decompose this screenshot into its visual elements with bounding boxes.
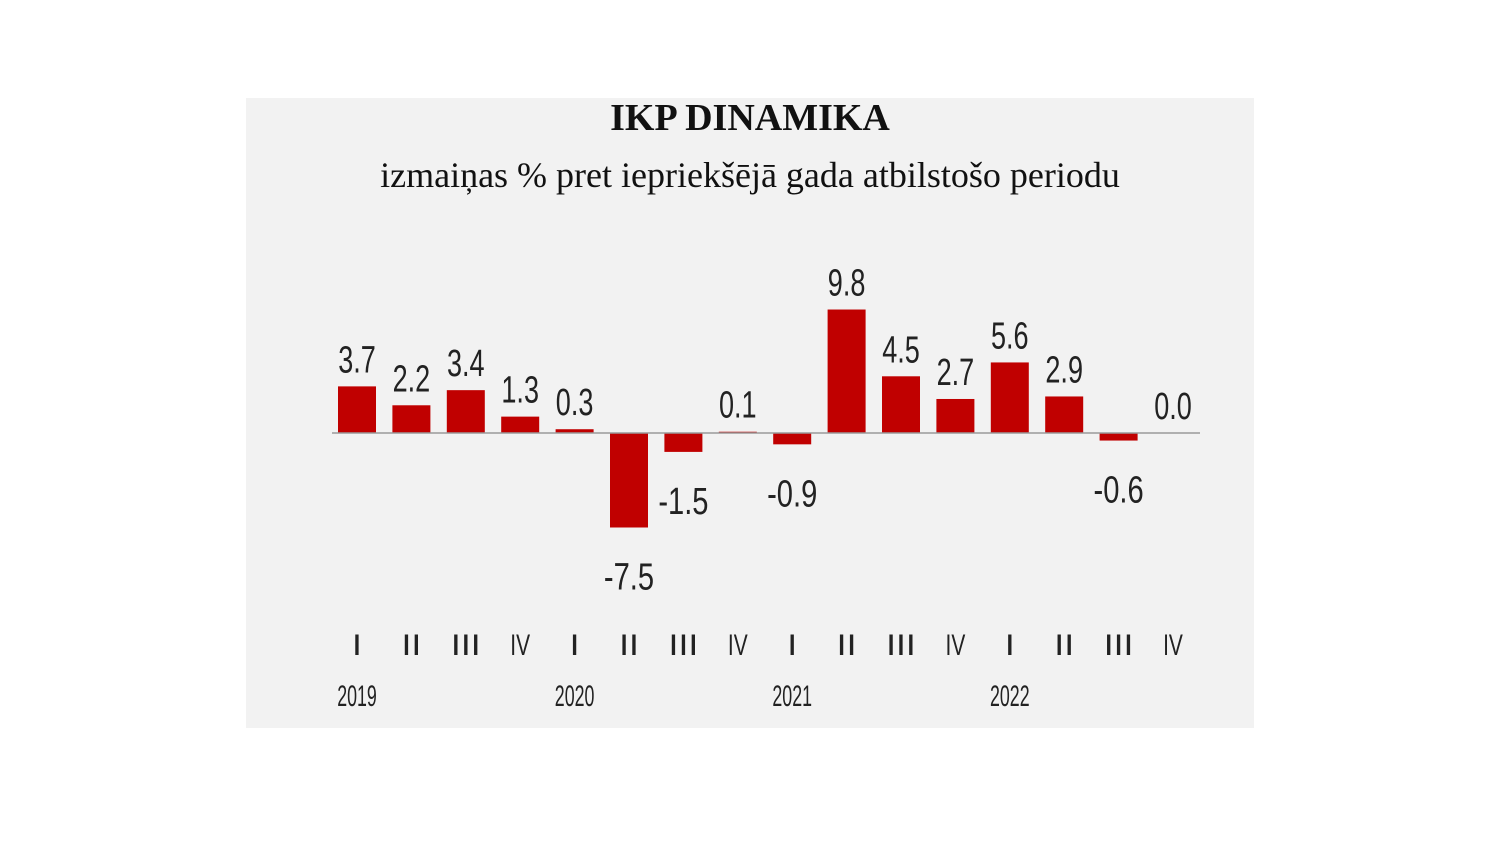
bar	[392, 405, 431, 433]
quarter-tick-label: III	[1104, 629, 1134, 662]
bar	[501, 416, 540, 433]
quarter-tick-label: I	[570, 629, 580, 662]
quarter-tick-label: II	[837, 629, 857, 662]
bar	[936, 398, 975, 433]
bar	[338, 386, 376, 433]
value-label: 3.7	[338, 339, 376, 381]
value-label: -0.9	[767, 473, 817, 515]
quarter-tick-label: IV	[946, 629, 966, 662]
quarter-tick-label: II	[1054, 629, 1074, 662]
bar	[664, 433, 703, 452]
quarter-tick-label: I	[1005, 629, 1015, 662]
quarter-tick-label: IV	[1163, 629, 1183, 662]
value-label: 0.3	[556, 382, 594, 424]
bar	[827, 309, 866, 433]
quarter-tick-label: I	[787, 629, 797, 662]
bar	[1045, 396, 1084, 433]
year-label: 2021	[772, 680, 812, 713]
value-label: 3.4	[447, 343, 485, 385]
value-label: 1.3	[501, 370, 539, 412]
bar	[882, 376, 920, 433]
value-label: -7.5	[604, 557, 654, 599]
year-label: 2019	[337, 680, 377, 713]
bar	[610, 433, 648, 528]
value-label: 0.0	[1154, 386, 1192, 428]
value-label: 2.7	[937, 352, 975, 394]
bar	[1099, 433, 1138, 441]
value-label: 9.8	[828, 263, 866, 305]
quarter-tick-label: IV	[728, 629, 748, 662]
bar	[773, 433, 812, 445]
value-label: -1.5	[658, 481, 708, 523]
value-label: -0.6	[1094, 470, 1144, 512]
value-label: 4.5	[882, 329, 920, 371]
value-label: 2.2	[393, 358, 431, 400]
value-label: 5.6	[991, 315, 1029, 357]
quarter-tick-label: III	[451, 629, 481, 662]
quarter-tick-label: I	[352, 629, 362, 662]
year-label: 2022	[990, 680, 1030, 713]
bar	[555, 429, 594, 433]
quarter-tick-label: III	[669, 629, 699, 662]
chart-subtitle: izmaiņas % pret iepriekšējā gada atbilst…	[380, 155, 1120, 195]
bar	[446, 390, 485, 433]
year-label: 2020	[555, 680, 595, 713]
value-label: 2.9	[1045, 349, 1083, 391]
bar	[990, 362, 1029, 433]
quarter-tick-label: III	[886, 629, 916, 662]
chart-title: IKP DINAMIKA	[610, 97, 890, 139]
value-label: 0.1	[719, 385, 757, 427]
quarter-tick-label: II	[619, 629, 639, 662]
quarter-tick-label: IV	[510, 629, 530, 662]
quarter-tick-label: II	[402, 629, 422, 662]
